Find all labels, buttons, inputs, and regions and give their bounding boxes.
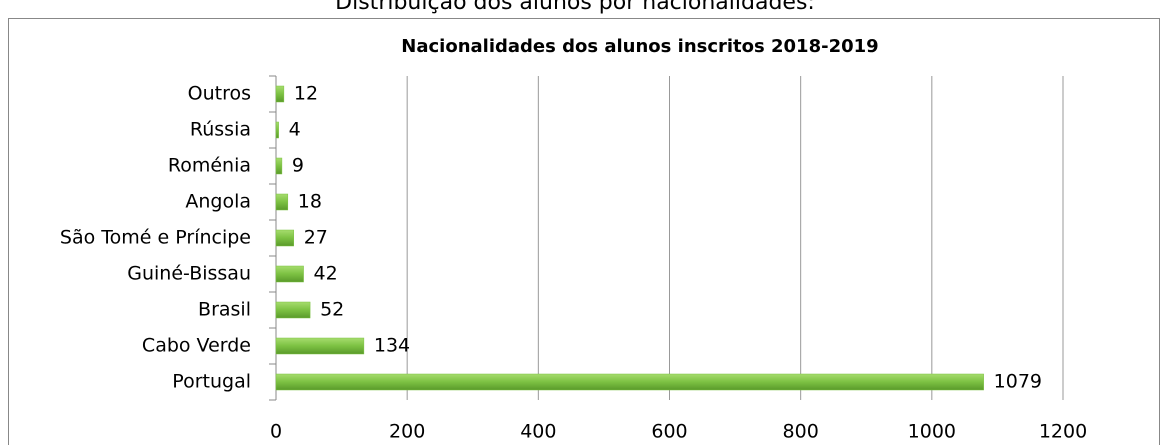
value-label: 4 (289, 119, 301, 141)
bar (275, 121, 279, 139)
y-tick-label: Outros (188, 83, 251, 105)
bar (275, 193, 289, 211)
value-label: 18 (298, 191, 322, 213)
value-label: 27 (304, 227, 328, 249)
chart-title: Nacionalidades dos alunos inscritos 2018… (401, 36, 878, 57)
y-tick-label: Angola (185, 191, 251, 213)
x-tick-label: 0 (270, 421, 282, 443)
chart-frame (8, 18, 1160, 445)
x-tick-label: 400 (520, 421, 556, 443)
value-label: 1079 (994, 371, 1042, 393)
bar (275, 265, 304, 283)
value-label: 52 (320, 299, 344, 321)
y-tick-label: Guiné-Bissau (127, 263, 251, 285)
y-tick-label: Brasil (198, 299, 251, 321)
y-tick-label: São Tomé e Príncipe (60, 227, 251, 249)
bar (275, 157, 283, 175)
y-tick-label: Rússia (190, 119, 251, 141)
x-tick-label: 800 (783, 421, 819, 443)
bar (275, 229, 294, 247)
bar (275, 337, 365, 355)
page-heading: Distribuição dos alunos por nacionalidad… (335, 0, 815, 15)
x-tick-label: 600 (651, 421, 687, 443)
value-label: 134 (374, 335, 410, 357)
value-label: 9 (292, 155, 304, 177)
value-label: 42 (314, 263, 338, 285)
x-tick-label: 1200 (1039, 421, 1087, 443)
x-tick-label: 1000 (908, 421, 956, 443)
y-tick-label: Portugal (172, 371, 251, 393)
y-tick-label: Cabo Verde (142, 335, 251, 357)
x-tick-label: 200 (389, 421, 425, 443)
y-tick-label: Roménia (168, 155, 251, 177)
bar (275, 373, 984, 391)
bar (275, 301, 311, 319)
value-label: 12 (294, 83, 318, 105)
bar (275, 85, 285, 103)
